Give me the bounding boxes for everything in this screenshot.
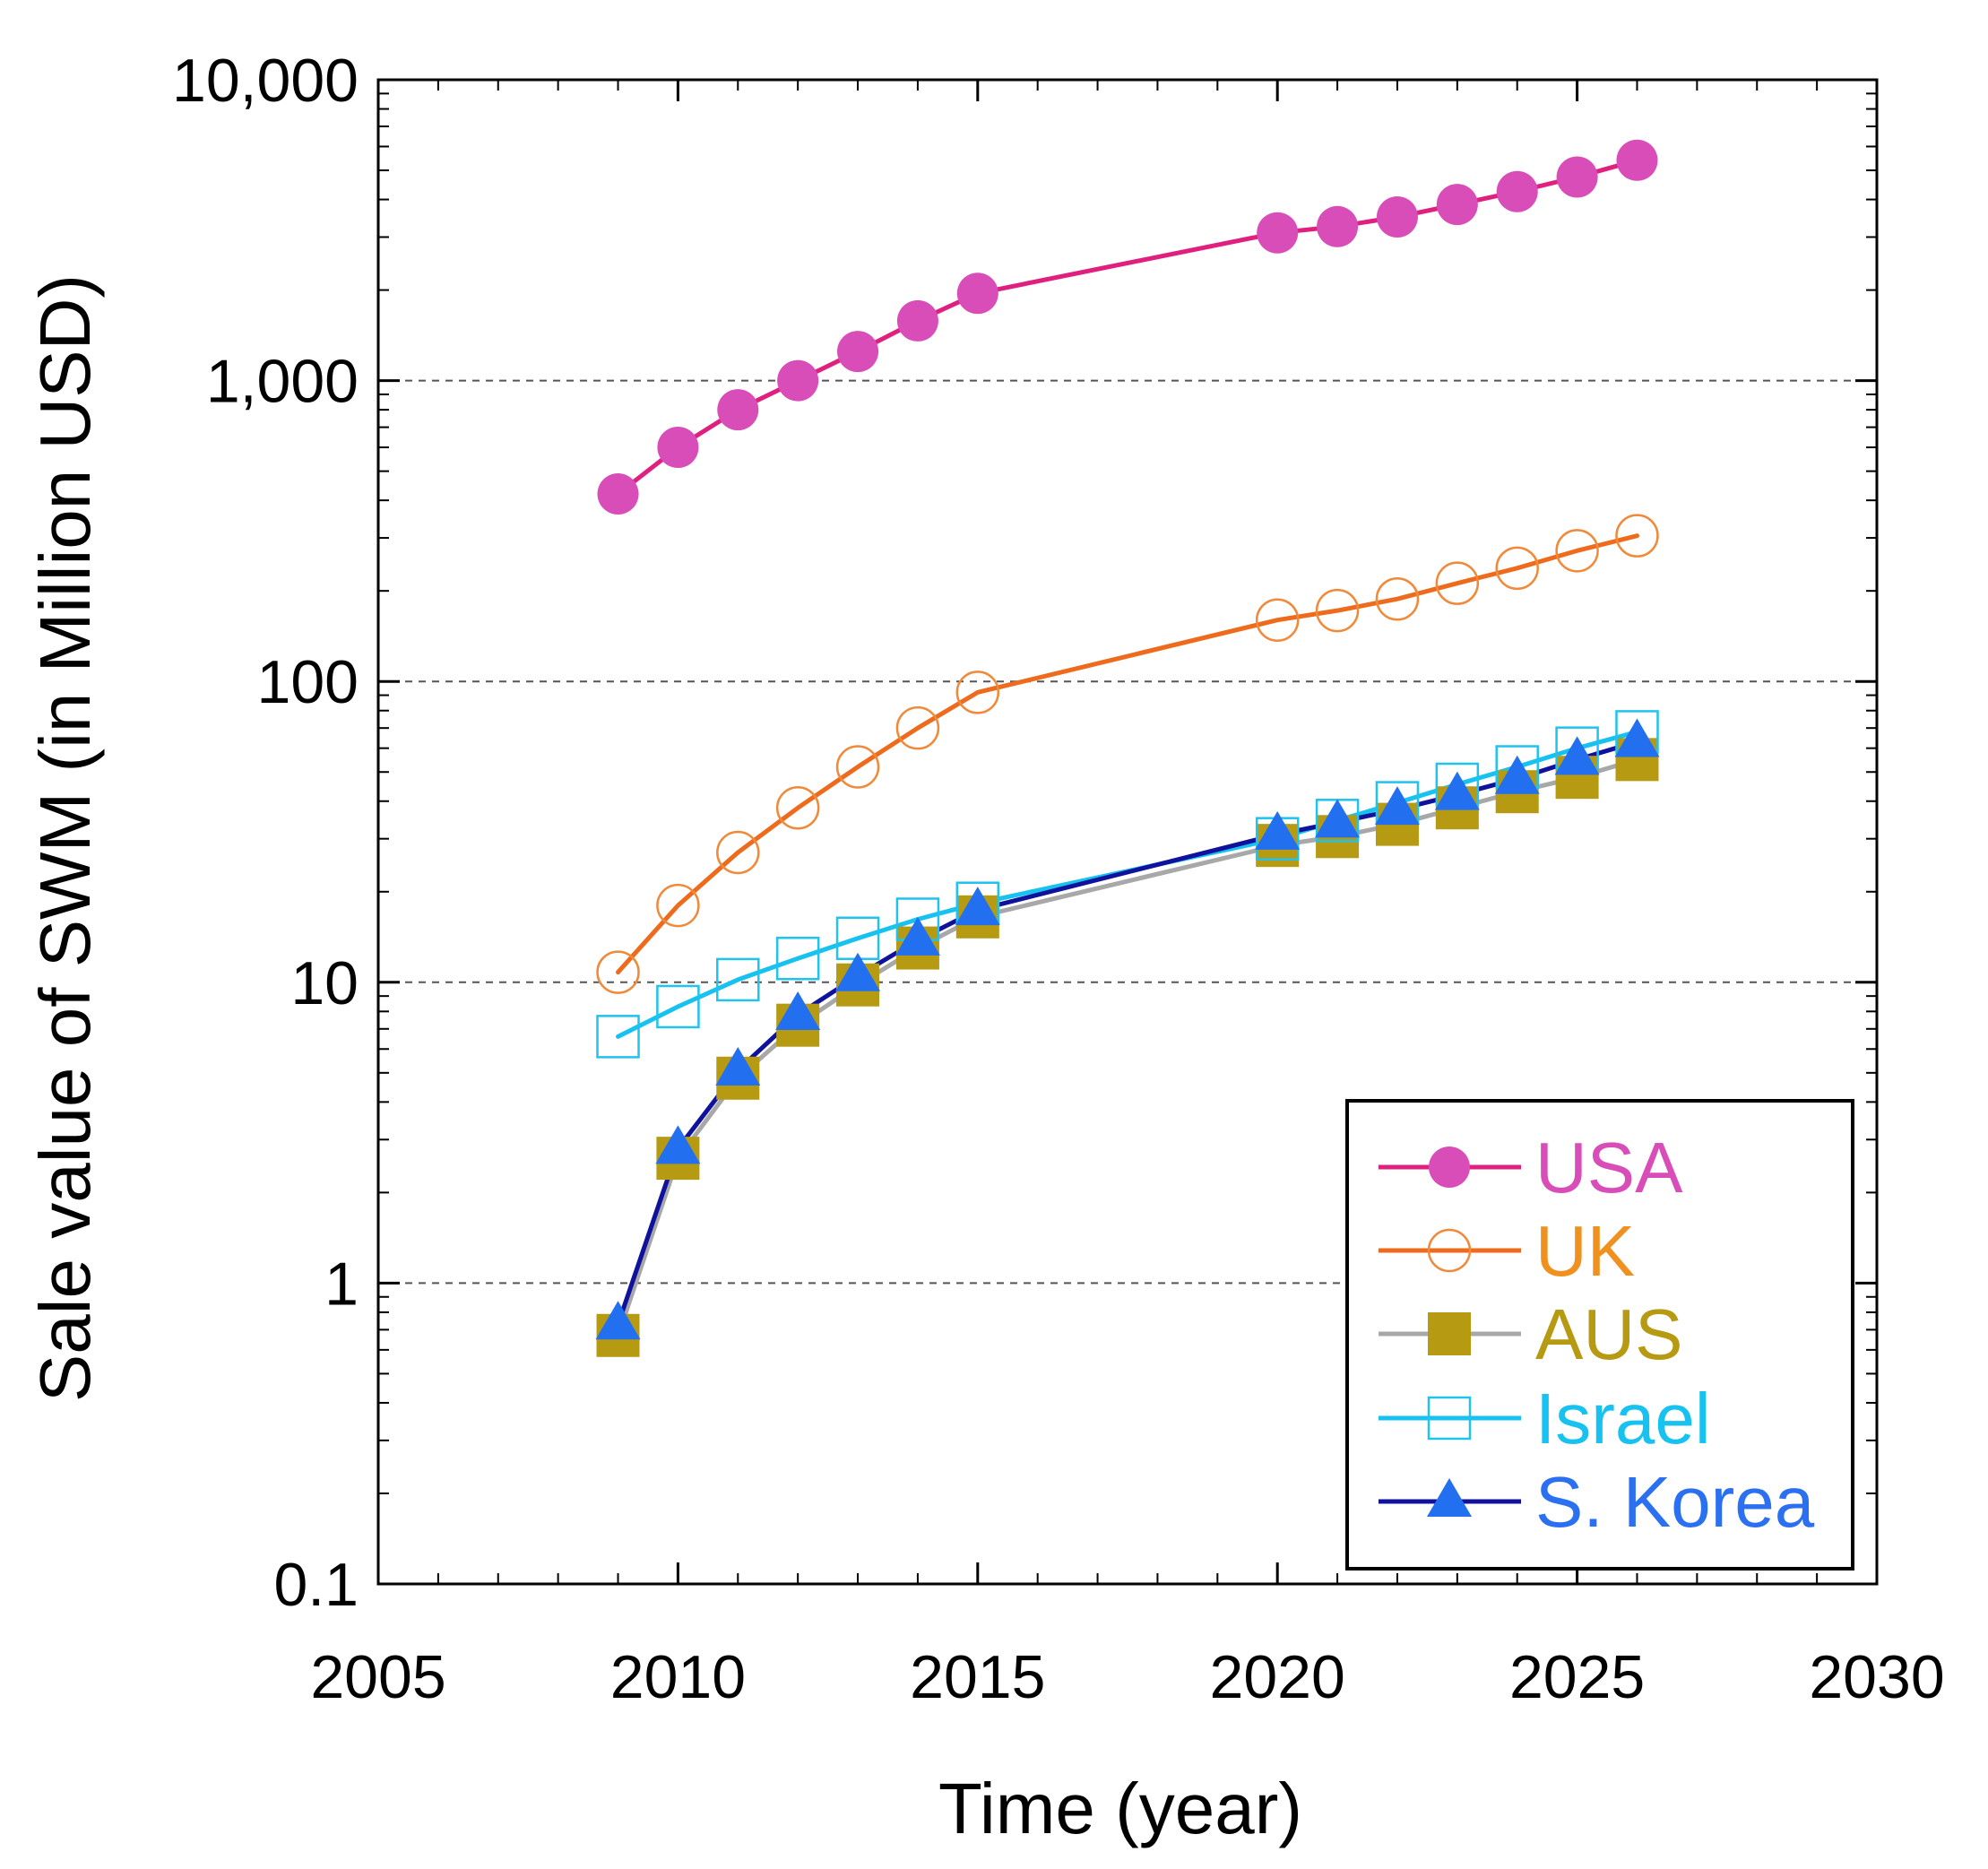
y-tick-label: 100 — [257, 648, 359, 716]
series-line-uk — [616, 533, 1639, 975]
data-point-marker — [1315, 799, 1361, 838]
x-tick-label: 2015 — [910, 1643, 1045, 1711]
series-markers — [595, 139, 1660, 1357]
data-point-marker — [1315, 588, 1360, 633]
data-point-marker — [715, 1046, 761, 1086]
x-tick-label: 2030 — [1809, 1643, 1944, 1711]
data-point-marker — [655, 1125, 701, 1164]
data-point-marker — [1317, 205, 1359, 247]
data-point-marker — [835, 952, 881, 991]
data-point-marker — [895, 705, 940, 750]
series-markers-uk — [596, 514, 1659, 994]
series-markers-s-korea — [595, 718, 1660, 1340]
data-point-marker — [1429, 1146, 1470, 1188]
x-axis-title: Time (year) — [938, 1769, 1302, 1848]
data-point-marker — [1255, 598, 1300, 642]
y-tick-label: 10 — [290, 949, 359, 1017]
data-point-marker — [775, 991, 821, 1031]
data-point-marker — [1374, 786, 1420, 826]
series-markers-israel — [596, 710, 1659, 1059]
data-point-marker — [596, 950, 640, 994]
legend-item-s-korea: S. Korea — [1379, 1462, 1815, 1542]
series-line-israel — [616, 729, 1639, 1039]
data-point-marker — [956, 273, 998, 315]
data-point-marker — [1495, 546, 1539, 591]
data-point-marker — [597, 473, 639, 515]
data-point-marker — [716, 957, 760, 1002]
data-point-marker — [1494, 755, 1540, 794]
data-point-marker — [656, 883, 700, 928]
legend-item-israel: Israel — [1379, 1379, 1711, 1458]
data-point-marker — [1257, 212, 1299, 254]
data-point-marker — [1616, 139, 1658, 181]
data-point-marker — [717, 389, 759, 431]
y-tick-labels: 0.1 1 10 100 1,000 10,000 — [172, 47, 359, 1619]
data-point-marker — [895, 916, 940, 956]
x-tick-label: 2010 — [610, 1643, 746, 1711]
data-point-marker — [657, 427, 699, 469]
legend-item-usa: USA — [1379, 1128, 1683, 1207]
data-point-marker — [777, 359, 819, 402]
data-point-marker — [835, 745, 880, 789]
series-markers-usa — [597, 139, 1658, 515]
data-point-marker — [1434, 771, 1480, 810]
data-point-marker — [1428, 1312, 1471, 1355]
legend-label: S. Korea — [1535, 1462, 1815, 1542]
data-point-marker — [1556, 156, 1598, 198]
legend-label: Israel — [1535, 1379, 1711, 1458]
legend-item-aus: AUS — [1379, 1294, 1683, 1374]
data-point-marker — [596, 1015, 640, 1059]
data-point-marker — [775, 785, 820, 830]
minor-ticks — [378, 80, 1877, 1584]
data-point-marker — [775, 936, 820, 981]
y-tick-label: 1 — [324, 1250, 359, 1318]
data-point-marker — [896, 299, 938, 342]
data-point-marker — [837, 331, 879, 373]
major-ticks — [376, 78, 1879, 1586]
data-point-marker — [1427, 1396, 1472, 1441]
legend-label: USA — [1535, 1128, 1683, 1207]
data-point-marker — [1435, 561, 1480, 605]
x-tick-label: 2005 — [310, 1643, 445, 1711]
legend-item-uk: UK — [1379, 1211, 1635, 1291]
plot-area-frame — [376, 78, 1879, 1586]
data-point-marker — [1615, 514, 1659, 558]
legend-label: AUS — [1535, 1294, 1683, 1374]
data-point-marker — [1614, 718, 1660, 757]
data-point-marker — [1255, 810, 1301, 850]
data-point-marker — [1427, 1228, 1472, 1273]
data-point-marker — [1376, 196, 1418, 238]
x-tick-label: 2020 — [1210, 1643, 1345, 1711]
data-point-marker — [716, 830, 760, 875]
y-axis-title: Sale value of SWM (in Million USD) — [25, 274, 105, 1402]
data-point-marker — [1375, 576, 1420, 621]
x-tick-labels: 2005 2010 2015 2020 2025 2030 — [310, 1643, 1944, 1711]
data-point-marker — [1436, 184, 1478, 226]
y-tick-label: 1,000 — [206, 348, 359, 416]
series-line-usa — [616, 158, 1639, 497]
y-tick-label: 10,000 — [172, 47, 359, 115]
data-point-marker — [955, 671, 1000, 714]
data-point-marker — [656, 984, 700, 1029]
data-point-marker — [1496, 170, 1538, 212]
legend-label: UK — [1535, 1211, 1635, 1291]
y-tick-label: 0.1 — [273, 1551, 359, 1619]
data-point-marker — [1555, 529, 1599, 573]
data-point-marker — [1554, 736, 1600, 775]
data-point-marker — [595, 1301, 641, 1340]
x-tick-label: 2025 — [1509, 1643, 1645, 1711]
data-point-marker — [955, 887, 1000, 926]
series-layer — [595, 139, 1660, 1357]
data-point-marker — [1427, 1478, 1472, 1517]
